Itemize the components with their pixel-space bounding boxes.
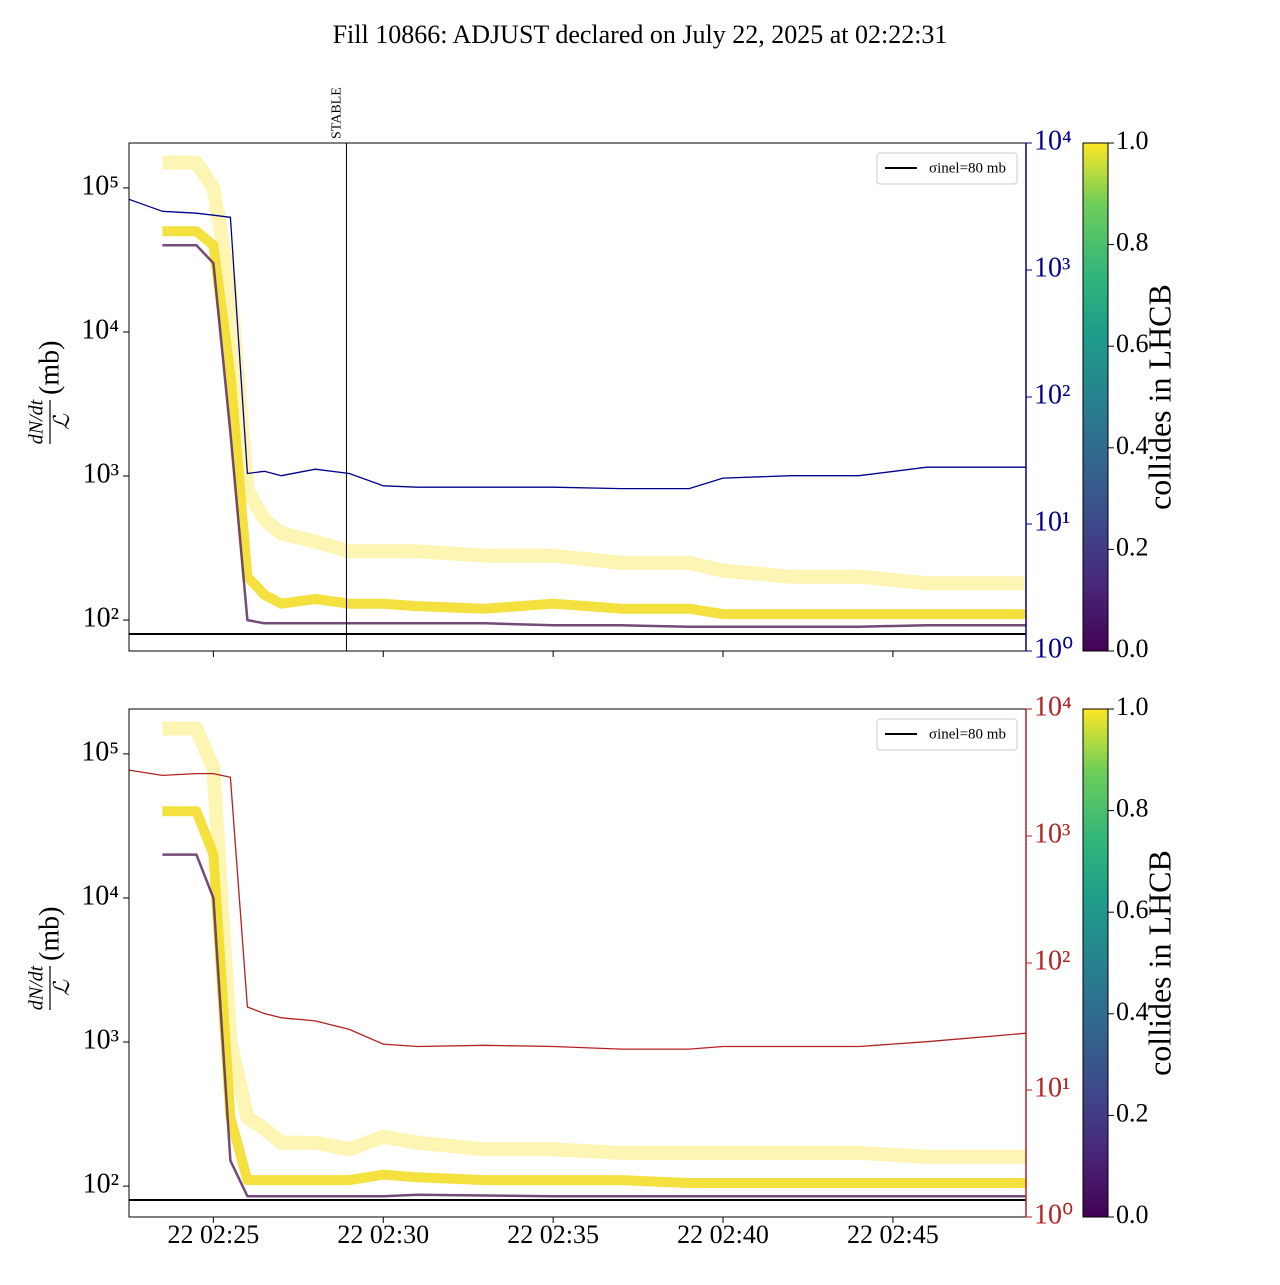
y2-tick-label: 10⁰ [1034,1199,1073,1230]
bunch-line [162,853,1026,1198]
colorbar [1082,708,1109,1218]
colorbar-tick-label: 0.8 [1116,794,1149,823]
colorbar-tick-label: 0.6 [1116,895,1149,924]
colorbar-tick-label: 0.2 [1116,532,1149,561]
y-label-unit: (mb) [34,341,65,395]
y-tick-label: 10² [83,1168,119,1199]
y-tick-label: 10³ [83,1024,119,1055]
x-tick-label: 22 02:30 [337,1220,429,1249]
legend-box [876,152,1018,185]
colorbar-tick-label: 1.0 [1116,692,1149,721]
y2-tick-label: 10⁴ [1034,691,1072,722]
colorbar-tick-label: 0.0 [1116,634,1149,663]
x-tick-label: 22 02:25 [168,1220,260,1249]
y-tick-label: 10² [83,602,119,633]
legend-box [876,718,1018,751]
y-label-numerator: dN/dt [26,965,48,1010]
colorbar-tick-label: 0.6 [1116,329,1149,358]
x-tick-label: 22 02:40 [677,1220,769,1249]
bunch-line [162,243,1026,628]
colorbar-tick-label: 1.0 [1116,126,1149,155]
y2-tick-label: 10² [1034,379,1070,410]
y-axis-label: dN/dt ℒ (mb) [26,907,74,1011]
y-label-denominator: ℒ [49,979,74,996]
x-tick-label: 22 02:45 [847,1220,939,1249]
colorbar [1082,142,1109,652]
bunch-line [162,721,1026,1164]
y2-tick-label: 10² [1034,945,1070,976]
y-tick-label: 10⁴ [81,880,119,911]
colorbar-tick-label: 0.2 [1116,1098,1149,1127]
y-axis-label: dN/dt ℒ (mb) [26,341,74,445]
bunch-line [162,155,1026,591]
y2-tick-label: 10⁰ [1034,633,1073,664]
bunch-line [162,806,1026,1188]
y2-tick-label: 10⁴ [1034,125,1072,156]
colorbar-label: collides in LHCB [1141,850,1177,1076]
legend-label: σinel=80 mb [929,160,1006,176]
y2-tick-label: 10¹ [1034,1072,1070,1103]
rate-line [129,769,1026,1050]
plot-area [129,721,1026,1202]
y-tick-label: 10³ [83,458,119,489]
bunch-line [162,226,1026,620]
y-label-denominator: ℒ [49,413,74,430]
x-tick-label: 22 02:35 [507,1220,599,1249]
y-tick-label: 10⁴ [81,314,119,345]
y-tick-label: 10⁵ [81,736,119,767]
colorbar-tick-label: 0.0 [1116,1200,1149,1229]
colorbar-tick-label: 0.4 [1116,431,1149,460]
y-tick-label: 10⁵ [81,170,119,201]
legend-label: σinel=80 mb [929,726,1006,742]
colorbar-label: collides in LHCB [1141,284,1177,510]
y-label-unit: (mb) [34,907,65,961]
y2-tick-label: 10¹ [1034,506,1070,537]
y2-tick-label: 10³ [1034,818,1070,849]
y2-tick-label: 10³ [1034,252,1070,283]
y-label-numerator: dN/dt [26,399,48,444]
colorbar-tick-label: 0.4 [1116,997,1149,1026]
plot-area [129,155,1026,636]
axes-frame [128,708,1027,1218]
stable-label: STABLE [330,87,345,139]
figure-title: Fill 10866: ADJUST declared on July 22, … [333,20,948,49]
colorbar-tick-label: 0.8 [1116,228,1149,257]
rate-line [129,198,1026,490]
